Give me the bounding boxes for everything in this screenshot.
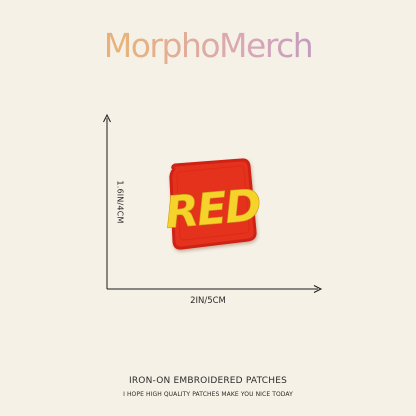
brand-logo: MorphoMerch <box>0 22 416 70</box>
vertical-arrowhead <box>103 113 111 123</box>
patch-text: RED <box>163 180 262 239</box>
patch-base <box>169 158 257 250</box>
product-subtitle: I HOPE HIGH QUALITY PATCHES MAKE YOU NIC… <box>123 391 293 398</box>
product-title: IRON-ON EMBROIDERED PATCHES <box>129 376 287 386</box>
horizontal-arrowhead <box>313 285 323 293</box>
patch-inner-stitch <box>176 165 250 241</box>
width-dimension-label: 2IN/5CM <box>190 296 226 306</box>
